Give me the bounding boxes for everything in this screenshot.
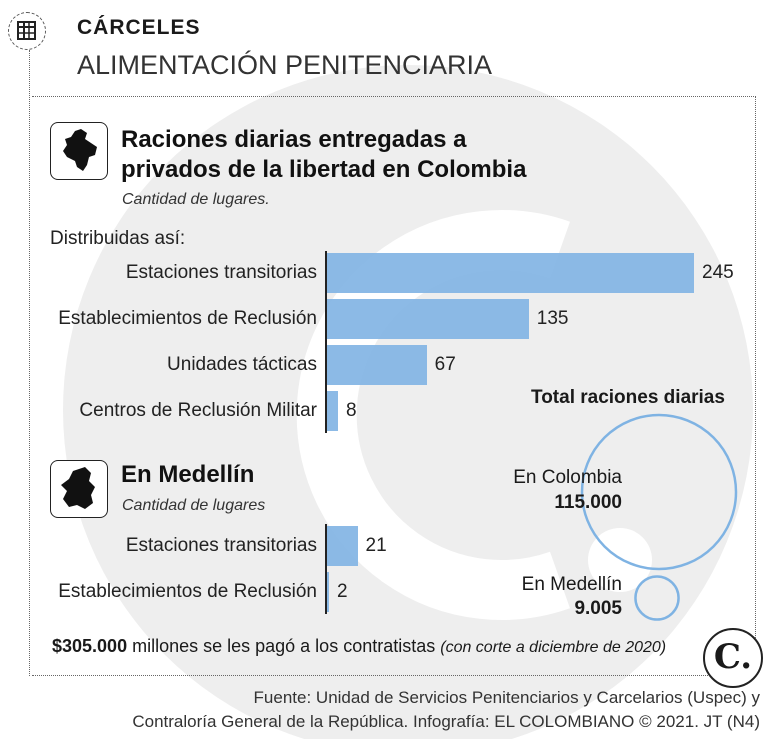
source-line-1: Fuente: Unidad de Servicios Penitenciari…	[253, 688, 760, 707]
frame-connector	[29, 50, 30, 676]
content-frame	[32, 96, 756, 676]
chart1-value-label: 245	[702, 262, 734, 283]
colombia-map-icon	[50, 122, 108, 180]
payment-text: millones se les pagó a los contratistas	[127, 636, 441, 656]
chart2-title: En Medellín	[121, 461, 255, 488]
chart1-bar	[326, 345, 427, 385]
chart1-bar	[326, 253, 694, 293]
chart1-bar	[326, 391, 339, 431]
medellin-map-icon	[50, 460, 108, 518]
chart2-bar	[326, 572, 329, 612]
chart2-subtitle: Cantidad de lugares	[122, 497, 266, 514]
source-line-2: Contraloría General de la República. Inf…	[132, 712, 760, 731]
bubble-colombia-value: 115.000	[554, 492, 622, 513]
chart1-category-label: Centros de Reclusión Militar	[79, 400, 317, 421]
bubble-medellin-label: En Medellín	[521, 574, 622, 595]
chart1-value-label: 67	[434, 354, 456, 375]
chart2-bar	[326, 526, 358, 566]
bubble-medellin-value: 9.005	[574, 598, 622, 619]
bubble-medellin	[634, 575, 680, 621]
chart1-title-line2: privados de la libertad en Colombia	[121, 156, 527, 183]
payment-cutoff: (con corte a diciembre de 2020)	[440, 639, 667, 656]
total-rations-title: Total raciones diarias	[531, 387, 725, 408]
chart1-title: Raciones diarias entregadas a privados d…	[121, 125, 526, 185]
chart1-value-label: 8	[346, 400, 357, 421]
bubble-colombia-label: En Colombia	[513, 467, 622, 488]
section-kicker: CÁRCELES	[77, 16, 201, 39]
chart1-category-label: Unidades tácticas	[167, 354, 317, 375]
chart1-bar	[326, 299, 529, 339]
el-colombiano-logo: C.	[703, 628, 763, 688]
chart2-axis	[325, 524, 327, 614]
chart1-title-line1: Raciones diarias entregadas a	[121, 126, 467, 153]
chart1-subtitle: Cantidad de lugares.	[122, 191, 270, 208]
chart1-value-label: 135	[536, 308, 569, 329]
chart1-category-label: Establecimientos de Reclusión	[58, 308, 317, 329]
table-icon	[8, 12, 46, 50]
chart1-category-label: Estaciones transitorias	[125, 262, 317, 283]
chart2-value-label: 21	[365, 535, 387, 556]
chart2-category-label: Estaciones transitorias	[125, 535, 317, 556]
chart2-category-label: Establecimientos de Reclusión	[58, 581, 317, 602]
chart1-intro: Distribuidas así:	[50, 228, 186, 249]
bubble-colombia	[580, 413, 738, 571]
payment-note: $305.000 millones se les pagó a los cont…	[52, 636, 666, 657]
chart2-value-label: 2	[337, 581, 348, 602]
payment-amount: $305.000	[52, 636, 128, 656]
page-title: ALIMENTACIÓN PENITENCIARIA	[77, 50, 493, 80]
chart1-axis	[325, 251, 327, 433]
